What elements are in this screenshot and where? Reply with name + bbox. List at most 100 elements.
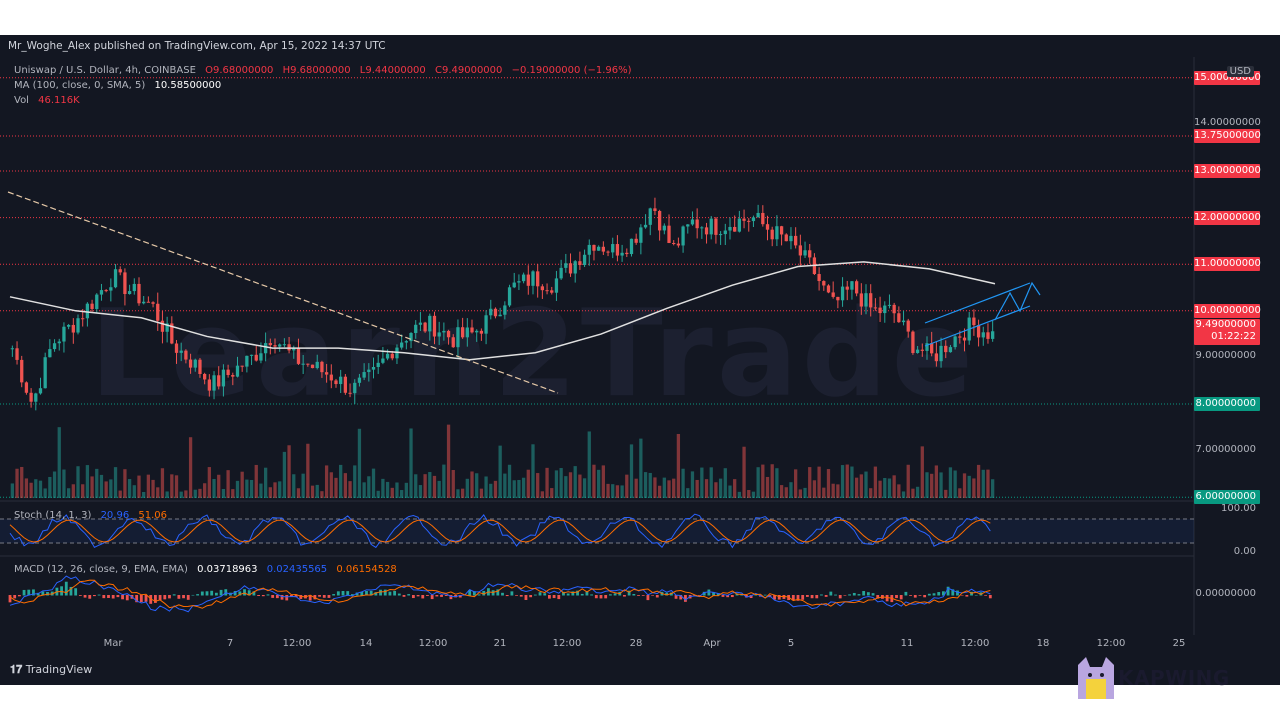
volume-bar: [203, 483, 207, 498]
time-label: 12:00: [960, 638, 990, 649]
macd-histogram-bar: [946, 586, 950, 596]
macd-histogram-bar: [538, 592, 542, 596]
macd-histogram-bar: [796, 595, 800, 601]
macd-legend[interactable]: MACD (12, 26, close, 9, EMA, EMA) 0.0371…: [14, 564, 403, 575]
macd-histogram-bar: [13, 595, 17, 599]
macd-histogram-bar: [116, 595, 120, 598]
macd-histogram-bar: [519, 595, 523, 597]
candle: [878, 307, 882, 314]
candle: [892, 304, 896, 314]
kapwing-cat-icon: [1078, 657, 1114, 699]
candle: [643, 224, 648, 228]
volume-bar: [390, 487, 394, 498]
macd-histogram-bar: [93, 595, 96, 597]
volume-bar: [704, 479, 709, 498]
candle: [540, 286, 545, 291]
macd-histogram-bar: [857, 594, 861, 596]
currency-label[interactable]: USD: [1226, 66, 1254, 77]
macd-histogram-bar: [580, 593, 584, 596]
time-label: 12:00: [282, 638, 312, 649]
candle: [43, 357, 47, 389]
macd-histogram-bar: [524, 595, 528, 600]
macd-histogram-bar: [623, 595, 626, 597]
volume-bar: [836, 484, 840, 498]
volume-bar: [66, 488, 71, 498]
volume-bar: [597, 469, 601, 498]
candle: [489, 308, 493, 316]
volume-bar: [733, 479, 737, 498]
channel-lower: [924, 305, 1031, 347]
volume-bar: [479, 488, 484, 498]
macd-histogram-bar: [135, 595, 139, 603]
macd-histogram-bar: [496, 589, 500, 596]
price-label: 9.00000000: [1195, 350, 1256, 362]
candle: [503, 305, 507, 315]
volume-bar: [456, 489, 460, 498]
macd-histogram-bar: [679, 595, 683, 600]
macd-signal-line: [9, 579, 991, 609]
macd-histogram-bar: [960, 595, 964, 596]
volume-bar: [953, 470, 957, 498]
volume-bar: [24, 478, 29, 498]
macd-histogram-bar: [646, 595, 650, 601]
macd-histogram-bar: [205, 591, 209, 596]
candle: [611, 244, 615, 253]
projection-path: [994, 281, 1041, 321]
volume-bar: [48, 476, 52, 498]
price-level-tag: 6.00000000: [1194, 490, 1260, 505]
candle: [784, 234, 788, 242]
volume-bar: [240, 471, 244, 498]
candle: [179, 350, 183, 353]
macd-histogram-bar: [158, 595, 162, 601]
ma-legend[interactable]: MA (100, close, 0, SMA, 5) 10.58500000: [14, 80, 227, 91]
macd-histogram-bar: [369, 590, 373, 596]
price-level-tag: 8.00000000: [1194, 397, 1260, 411]
macd-histogram-bar: [547, 595, 551, 599]
volume-bar: [672, 478, 676, 498]
macd-histogram-bar: [501, 592, 504, 596]
macd-histogram-bar: [472, 591, 476, 596]
macd-histogram-bar: [435, 595, 439, 597]
candle: [958, 336, 962, 338]
volume-bar: [554, 470, 559, 498]
volume-bar: [897, 484, 901, 498]
macd-histogram-bar: [974, 594, 978, 596]
volume-bar: [207, 467, 211, 498]
candle: [428, 315, 432, 332]
volume-bar: [170, 474, 174, 498]
time-label: 12:00: [418, 638, 448, 649]
macd-histogram-bar: [885, 595, 889, 602]
candle: [174, 343, 179, 353]
stoch-d-line: [9, 519, 991, 543]
volume-bar: [681, 468, 685, 498]
tv-logo-icon: 𝟏𝟕: [10, 663, 23, 676]
candle: [976, 325, 981, 338]
macd-histogram-bar: [247, 590, 251, 596]
volume-bar: [442, 464, 446, 498]
macd-histogram-bar: [918, 595, 922, 596]
candle: [306, 363, 310, 365]
macd-histogram-bar: [810, 595, 814, 599]
macd-histogram-bar: [791, 595, 795, 601]
candle: [268, 343, 272, 346]
volume-bar: [915, 486, 920, 498]
candle: [273, 345, 277, 347]
chart-window: Learn2Trade Mr_Woghe_Alex published on T…: [0, 35, 1280, 685]
vol-legend[interactable]: Vol 46.116K: [14, 95, 86, 106]
candle: [381, 358, 385, 363]
candle: [512, 282, 516, 288]
macd-histogram-bar: [904, 591, 908, 596]
chart-canvas[interactable]: [0, 35, 1280, 685]
stoch-legend[interactable]: Stoch (14, 1, 3) 20.96 51.06: [14, 510, 173, 521]
volume-bar: [643, 472, 648, 498]
candle: [324, 372, 329, 375]
macd-histogram-bar: [261, 595, 265, 597]
kapwing-text: KAPWING: [1118, 666, 1230, 690]
volume-bar: [695, 479, 699, 498]
macd-histogram-bar: [200, 591, 204, 596]
symbol-name[interactable]: Uniswap / U.S. Dollar, 4h, COINBASE: [14, 65, 196, 76]
candle: [794, 235, 798, 246]
candle: [554, 278, 559, 293]
macd-histogram-bar: [97, 594, 101, 596]
candle: [550, 290, 554, 293]
